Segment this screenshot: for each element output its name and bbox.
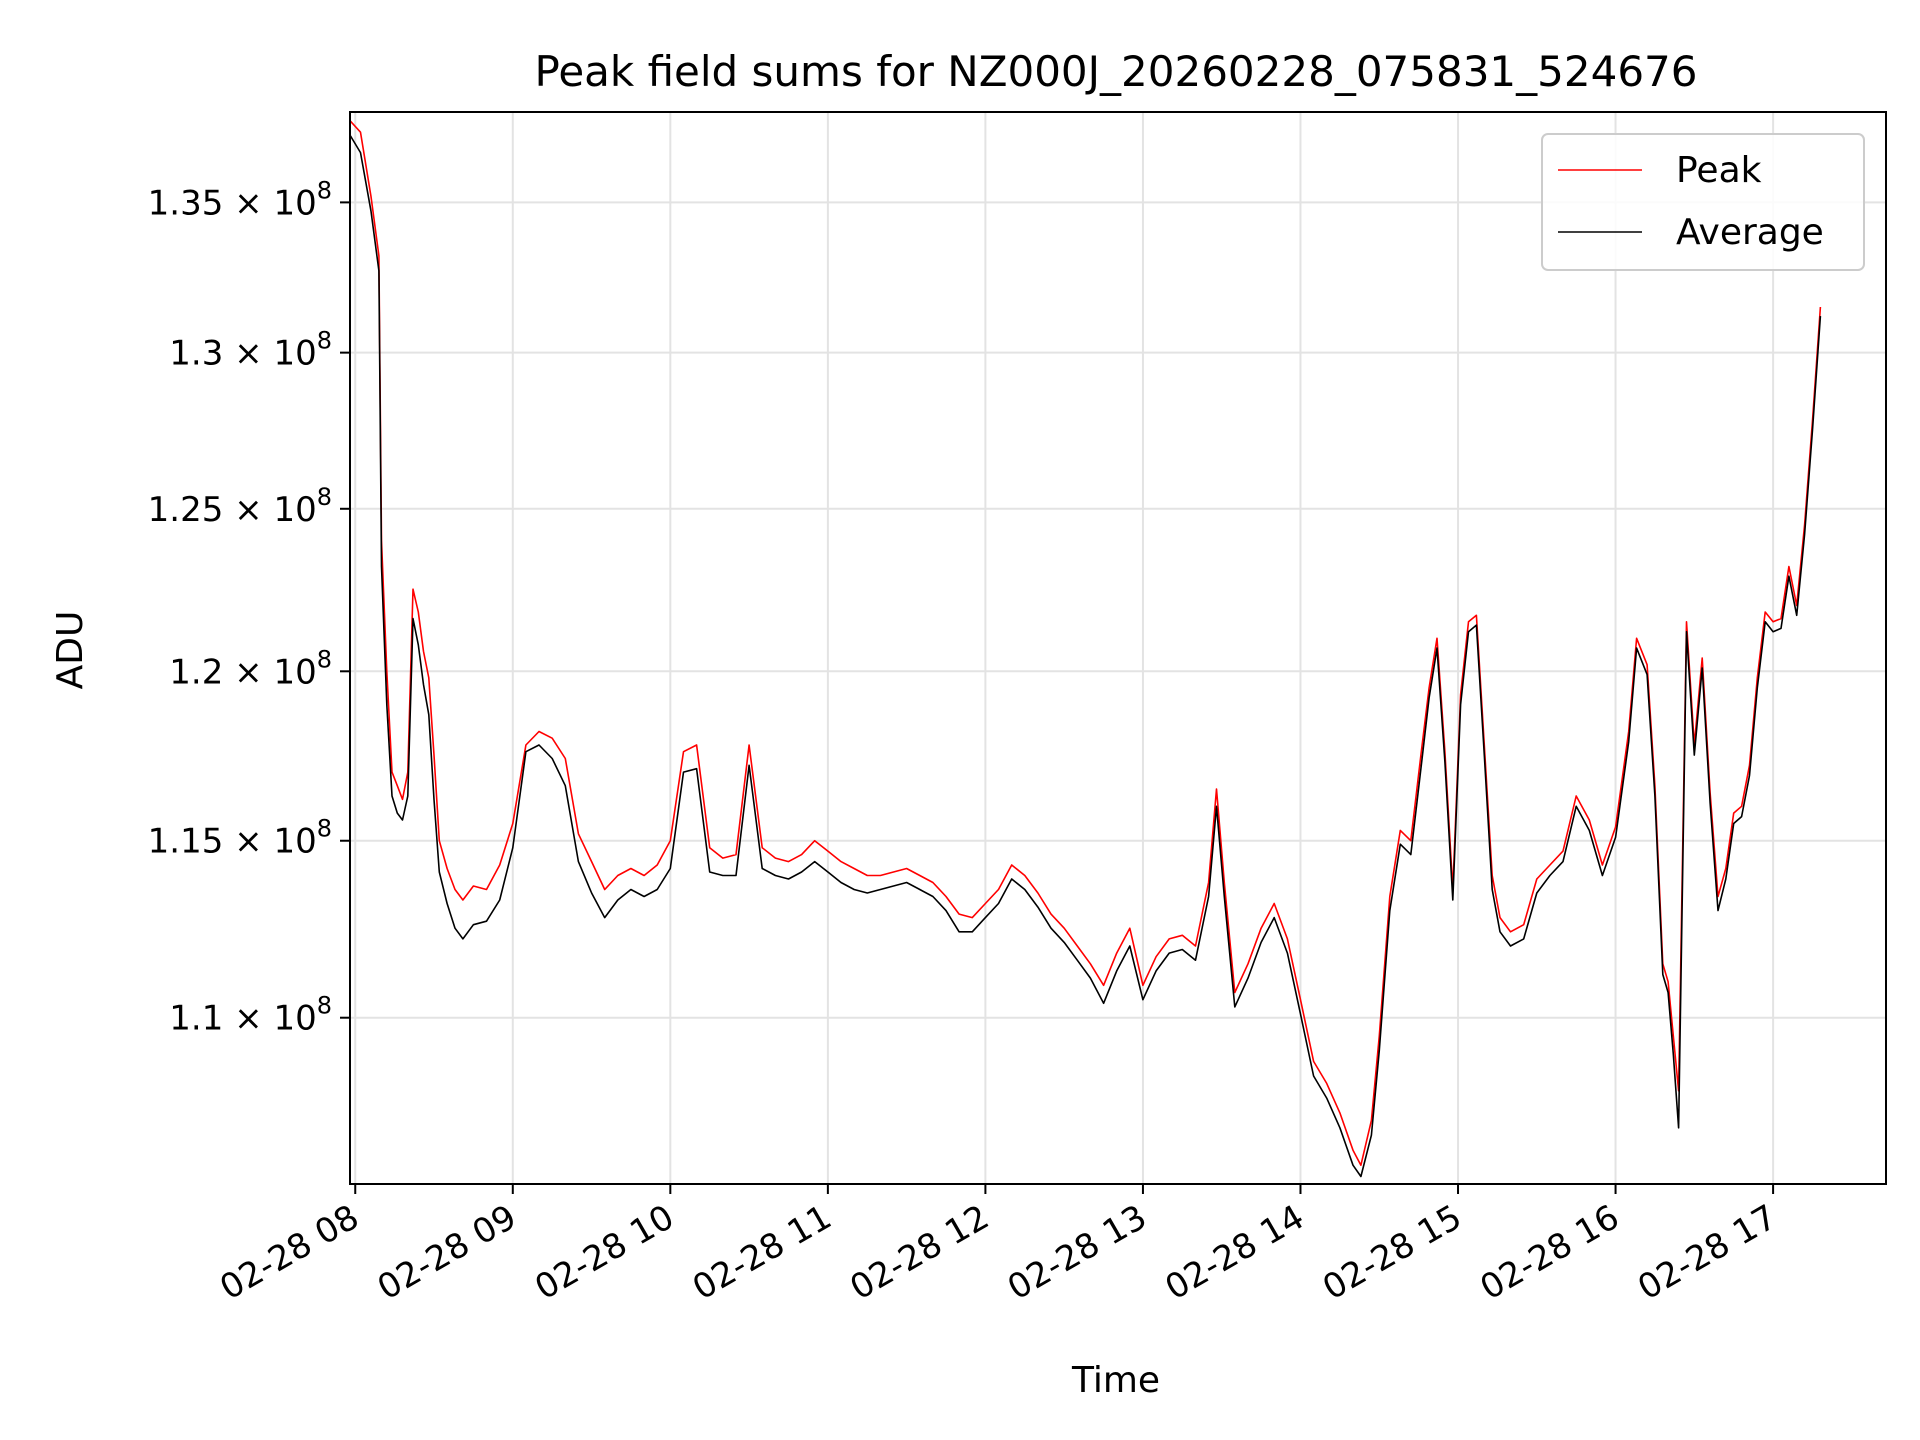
x-axis-label: Time — [1071, 1360, 1160, 1401]
chart-title: Peak field sums for NZ000J_20260228_0758… — [535, 47, 1698, 96]
y-axis-label: ADU — [50, 611, 91, 690]
legend-box — [1541, 133, 1865, 271]
y-axis: 1.1 × 108 1.15 × 108 1.2 × 108 1.25 × 108 1.… — [148, 176, 350, 1039]
legend: Peak Average — [1541, 133, 1865, 271]
y-tick-label: 1.25 × 108 — [148, 483, 332, 530]
y-tick-label: 1.1 × 108 — [169, 992, 332, 1039]
legend-label-peak: Peak — [1676, 150, 1762, 191]
series-line-average — [349, 134, 1822, 1178]
y-tick-label: 1.2 × 108 — [169, 645, 332, 692]
series-line-peak — [349, 120, 1822, 1166]
grid — [350, 112, 1886, 1184]
series-layer — [349, 120, 1822, 1178]
y-tick-label: 1.15 × 108 — [148, 815, 332, 862]
legend-label-average: Average — [1676, 212, 1824, 253]
plot-frame — [349, 111, 1887, 1185]
y-tick-label: 1.35 × 108 — [148, 176, 332, 223]
y-tick-label: 1.3 × 108 — [169, 327, 332, 374]
